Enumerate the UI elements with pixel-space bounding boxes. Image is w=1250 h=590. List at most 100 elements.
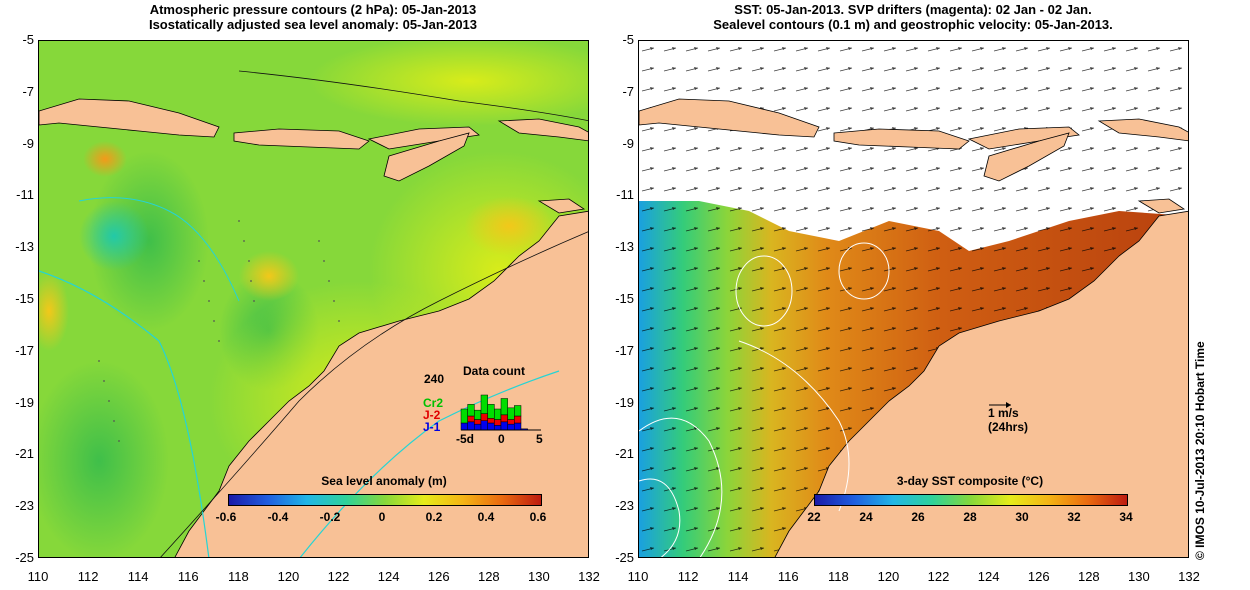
left-x-tick-label: 110 [27,569,49,584]
sst-colorbar-tick: 28 [963,510,977,524]
histogram-bar-j1 [507,423,515,431]
left-x-tick-label: 112 [77,569,99,584]
histogram-bar-j2 [494,419,502,426]
data-count-ymax: 240 [424,372,445,386]
left-y-tick-label: -11 [16,187,34,203]
left-y-tick-label: -17 [15,342,34,358]
imos-credit: © IMOS 10-Jul-2013 20:10 Hobart Time [1193,341,1207,560]
right-x-tick-label: 128 [1077,569,1100,584]
left-title-line1: Atmospheric pressure contours (2 hPa): 0… [149,2,477,17]
histogram-bar-j2 [487,418,495,424]
histogram-bar-cr2 [474,409,482,420]
left-x-tick-label: 114 [127,569,149,584]
right-y-tick-label: -25 [615,550,634,565]
right-x-tick-label: 112 [677,569,699,584]
sea-level-colorbar-label: Sea level anomaly (m) [321,474,447,488]
right-y-tick-label: -11 [616,187,634,203]
left-y-tick-label: -7 [22,83,34,99]
right-y-tick-label: -7 [622,83,634,99]
histogram-bar-j2 [507,419,515,425]
right-y-tick-label: -9 [622,135,634,151]
data-count-xtick: -5d [456,432,474,446]
histogram-bar-j1 [514,422,522,431]
right-x-tick-label: 122 [927,569,950,584]
left-x-tick-label: 120 [277,569,300,584]
histogram-bar-cr2 [500,398,508,416]
left-x-tick-label: 126 [427,569,450,584]
histogram-bar-cr2 [480,394,488,414]
left-y-tick-label: -13 [15,239,34,255]
histogram-bar-j1 [467,421,475,431]
sea-level-colorbar-tick: -0.2 [319,510,341,524]
right-y-tick-label: -15 [615,291,634,306]
right-x-tick-label: 116 [777,569,799,584]
sea-level-colorbar-tick: 0.4 [477,510,495,524]
histogram-bar-j2 [514,415,522,424]
sst-colorbar [814,494,1128,506]
left-y-tick-label: -9 [22,135,34,151]
left-y-tick-label: -21 [15,446,34,462]
sea-level-colorbar-tick: 0.2 [425,510,443,524]
left-x-tick-label: 122 [327,569,350,584]
histogram-bar-cr2 [467,404,475,417]
left-x-tick-label: 116 [177,569,199,584]
histogram-bar-cr2 [507,407,515,420]
sst-colorbar-tick: 30 [1015,510,1029,524]
data-count-legend-j1: J-1 [423,420,441,434]
right-y-tick-label: -13 [615,239,634,255]
histogram-bar-j2 [474,419,482,425]
velocity-scale-label: 1 m/s [988,406,1019,420]
histogram-bar-j2 [500,414,508,423]
right-y-tick-label: -5 [622,32,634,47]
histogram-bar-cr2 [514,405,522,417]
left-y-tick-label: -5 [22,32,34,47]
sst-map [638,40,1189,558]
right-x-tick-label: 114 [727,569,749,584]
left-title-line2: Isostatically adjusted sea level anomaly… [148,17,478,32]
sst-colorbar-tick: 24 [859,510,873,524]
sst-colorbar-tick: 32 [1067,510,1081,524]
sea-level-colorbar-tick: -0.4 [267,510,289,524]
histogram-bar-cr2 [460,408,468,424]
data-count-title: Data count [463,364,526,378]
sea-level-map-svg [39,41,588,557]
right-x-tick-label: 132 [1178,569,1200,584]
sst-colorbar-label: 3-day SST composite (°C) [896,474,1044,488]
right-x-tick-label: 126 [1027,569,1050,584]
histogram-bar-j1 [480,420,488,431]
right-title-line2: Sealevel contours (0.1 m) and geostrophi… [713,17,1113,32]
data-count-legend-cr2: Cr2 [423,396,444,410]
histogram-bar-j1 [500,421,508,431]
right-x-tick-label: 120 [877,569,900,584]
histogram-bar-cr2 [487,404,495,419]
sea-level-colorbar-tick: 0.6 [529,510,547,524]
right-y-tick-label: -17 [615,342,634,358]
velocity-scale-label-hours: (24hrs) [988,420,1029,434]
right-x-tick-label: 124 [977,569,1000,584]
left-x-tick-label: 118 [227,569,249,584]
right-y-tick-label: -21 [615,446,634,462]
left-x-tick-label: 128 [477,569,500,584]
right-y-tick-label: -19 [615,394,634,410]
data-count-histogram [460,394,541,431]
histogram-bar-j1 [487,422,495,431]
right-x-tick-label: 130 [1128,569,1150,584]
histogram-bar-j1 [474,423,482,431]
right-y-tick-label: -23 [615,498,634,514]
histogram-bar-j2 [467,415,475,423]
histogram-bar-j1 [494,425,502,431]
sst-colorbar-tick: 26 [911,510,925,524]
data-count-xtick: 0 [498,432,505,446]
histogram-bar-j2 [480,413,488,421]
data-count-legend-j2: J-2 [423,408,441,422]
right-title-line1: SST: 05-Jan-2013. SVP drifters (magenta)… [734,2,1092,17]
histogram-bar-j1 [460,422,468,431]
right-x-tick-label: 110 [627,569,649,584]
left-x-tick-label: 130 [528,569,550,584]
left-y-tick-label: -15 [15,291,34,306]
sst-map-svg [639,41,1188,557]
left-x-tick-label: 124 [377,569,400,584]
left-y-tick-label: -19 [15,394,34,410]
sea-level-anomaly-map [38,40,589,558]
sea-level-colorbar-tick: 0 [378,510,386,524]
